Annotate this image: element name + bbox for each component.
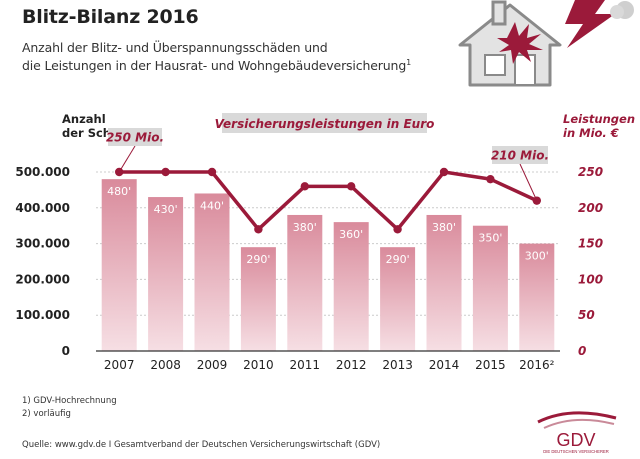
footnote-1: 1) GDV-Hochrechnung: [22, 396, 117, 406]
left-tick-label: 200.000: [15, 272, 70, 286]
right-tick-label: 250: [578, 165, 603, 179]
lightning-icon: [497, 0, 634, 64]
callout-label: 210 Mio.: [491, 149, 549, 163]
line-point: [207, 167, 217, 177]
line-point: [393, 225, 402, 234]
line-series-label: Versicherungsleistungen in Euro: [215, 117, 435, 131]
callout-box: [492, 146, 548, 164]
line-point: [439, 167, 449, 177]
left-tick-label: 300.000: [15, 237, 70, 251]
x-tick-label: 2012: [336, 358, 367, 372]
gdv-logo: GDV DIE DEUTSCHEN VERSICHERER: [537, 411, 617, 454]
bar-value-label: 380': [293, 221, 317, 234]
right-axis-title-line2: in Mio. €: [563, 126, 619, 140]
left-tick-label: 500.000: [15, 165, 70, 179]
x-tick-label: 2016²: [519, 358, 555, 372]
right-tick-label: 150: [578, 237, 603, 251]
callouts: 250 Mio. 210 Mio.: [106, 128, 549, 201]
left-axis-title-line1: Anzahl: [62, 112, 106, 126]
left-tick-label: 400.000: [15, 201, 70, 215]
series-banner: Versicherungsleistungen in Euro: [215, 113, 435, 133]
left-tick-label: 100.000: [15, 308, 70, 322]
line-point: [254, 225, 263, 234]
bar: [287, 214, 323, 351]
callout-box: [108, 128, 162, 146]
right-axis-title-line1: Leistungen: [563, 112, 636, 126]
line-series-path: [119, 170, 538, 232]
subtitle-footnote-mark: 1: [406, 58, 412, 67]
bar-value-label: 360': [339, 228, 363, 241]
line-series: [115, 167, 541, 234]
left-tick-label: 0: [62, 344, 70, 358]
x-tick-label: 2007: [104, 358, 135, 372]
bar: [148, 197, 184, 351]
callout-leader: [118, 145, 136, 173]
bar-value-label: 480': [107, 185, 131, 198]
chart-subtitle-line2: die Leistungen in der Hausrat- und Wohng…: [22, 58, 411, 73]
source-note: Quelle: www.gdv.de I Gesamtverband der D…: [22, 440, 381, 450]
bar: [519, 243, 555, 351]
right-tick-label: 0: [578, 344, 586, 358]
right-axis-title: Leistungen in Mio. €: [563, 112, 635, 140]
right-tick-label: 100: [578, 272, 603, 286]
logo-swoosh-light: [543, 418, 615, 429]
logo-tagline: DIE DEUTSCHEN VERSICHERER: [543, 449, 609, 454]
x-tick-label: 2014: [429, 358, 460, 372]
bar-value-label: 290': [246, 253, 270, 266]
subtitle-text: die Leistungen in der Hausrat- und Wohng…: [22, 58, 407, 74]
bar: [101, 179, 137, 351]
bar: [472, 225, 508, 351]
line-point: [161, 167, 170, 177]
bar: [380, 247, 416, 351]
bar: [426, 214, 462, 351]
footnote-2: 2) vorläufig: [22, 409, 71, 419]
logo-text: GDV: [556, 430, 595, 450]
x-tick-label: 2013: [382, 358, 413, 372]
bar-value-label: 440': [200, 199, 224, 212]
line-point: [347, 182, 356, 191]
house-lightning-illustration: [458, 0, 634, 87]
bar: [240, 247, 276, 351]
axes: 0 0 100.000 50 200.000 100 300.000 150 400.000 20…: [15, 165, 603, 372]
banner-background: [222, 113, 427, 133]
right-tick-label: 50: [578, 308, 595, 322]
line-point: [300, 182, 309, 191]
chart-title: Blitz-Bilanz 2016: [22, 6, 199, 28]
x-tick-label: 2015: [475, 358, 506, 372]
bar-value-label: 380': [432, 221, 456, 234]
bar: [333, 222, 369, 351]
callout-leader: [519, 163, 538, 201]
chart-subtitle-line1: Anzahl der Blitz- und Überspannungsschäd…: [22, 40, 328, 55]
bar-series: 480' 430' 440' 290' 380' 360' 290' 380' 350' 300': [101, 179, 555, 351]
bar: [194, 193, 230, 351]
logo-swoosh: [537, 411, 617, 424]
bar-value-label: 350': [478, 232, 502, 245]
right-tick-label: 200: [578, 201, 603, 215]
x-tick-label: 2009: [197, 358, 228, 372]
bar-value-label: 290': [386, 253, 410, 266]
bar-value-label: 300': [525, 250, 549, 263]
bar-value-label: 430': [154, 203, 178, 216]
x-tick-label: 2010: [243, 358, 274, 372]
x-tick-label: 2011: [290, 358, 321, 372]
line-point: [486, 174, 495, 184]
callout-label: 250 Mio.: [106, 131, 164, 145]
x-tick-label: 2008: [150, 358, 181, 372]
